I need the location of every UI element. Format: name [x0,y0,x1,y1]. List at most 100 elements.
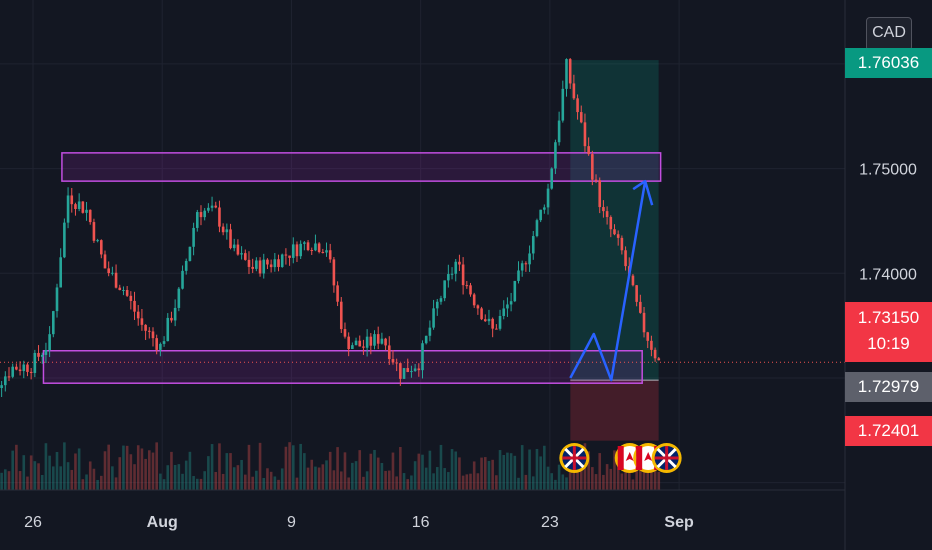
volume-bar [214,472,218,490]
volume-bar [229,453,232,490]
volume-bar [639,467,642,490]
volume-bar [59,466,62,490]
volume-bar [273,476,277,490]
volume-bar [513,455,517,490]
volume-bar [55,451,59,490]
candle-body [554,142,557,169]
candle-body [550,168,554,189]
candle-body [136,311,140,319]
volume-bar [40,474,44,490]
volume-bar [591,467,594,490]
projection-arrowhead [632,179,654,206]
candle-body [92,222,96,241]
y-tick-label: 1.75000 [859,162,917,179]
candle-body [159,343,162,350]
volume-bar [483,457,487,490]
volume-bar [44,443,48,490]
x-tick-label: Aug [147,514,178,531]
volume-bar [387,470,391,490]
grid [0,0,845,490]
volume-bar [417,453,421,490]
candle-body [74,204,77,209]
volume-bar [277,479,280,490]
volume-bar [421,454,424,490]
candle-body [77,201,81,209]
candle-body [624,250,627,267]
candle-body [70,195,74,205]
candle-body [399,363,402,379]
price-axis[interactable]: 1.75000 1.74000 [859,162,917,284]
volume-bar [653,470,657,490]
volume-bar [162,479,166,490]
volume-bar [92,468,96,490]
candle-body [591,154,594,180]
candle-body [502,308,506,316]
volume-bar [181,473,184,490]
candle-body [343,329,347,337]
candle-body [373,334,376,346]
volume-bar [262,478,266,490]
candle-body [579,112,583,123]
candle-body [280,254,284,267]
candle-body [458,261,461,265]
volume-bar [424,467,428,490]
volume-bar [358,450,362,490]
volume-bar [399,446,402,490]
candle-body [243,253,247,260]
volume-bar [657,471,661,490]
volume-bar [96,479,99,490]
volume-bar [332,470,336,490]
volume-bar [557,464,561,490]
target-area [570,60,659,381]
maple-leaf [644,452,653,461]
volume-bar [207,456,210,490]
candle-body [417,368,421,371]
volume-bar [48,455,51,490]
candle-body [37,352,40,357]
volume-bar [118,457,122,490]
candle-body [88,209,92,223]
volume-bar [70,469,74,490]
volume-bar [140,448,144,490]
volume-bar [188,451,192,490]
candle-body [162,341,166,344]
candle-body [491,318,494,329]
volume-bar [587,451,590,490]
candle-body [616,234,620,238]
candle-body [210,205,214,208]
candle-body [639,301,642,313]
volume-bar [369,453,373,490]
volume-bar [476,473,480,490]
volume-bar [413,461,417,490]
entry-price-tag: 1.72979 [845,372,932,402]
volume-bar [487,460,491,490]
currency-label[interactable]: CAD [866,17,912,51]
volume-bar [609,468,613,490]
volume-bar [465,474,469,490]
volume-bar [195,478,199,490]
candle-body [317,243,321,253]
candle-body [365,336,369,348]
candle-body [351,345,354,350]
candle-body [273,259,277,268]
candle-body [251,266,254,269]
candle-body [111,272,114,274]
candle-body [387,345,391,360]
candle-body [284,254,288,256]
volume-bar [251,476,254,490]
time-axis[interactable]: 26 Aug 9 16 23 Sep [24,514,694,531]
candle-body [469,285,472,295]
candle-body [26,364,29,372]
volume-bar [258,442,262,490]
volume-bar [4,469,7,490]
volume-bar [284,446,288,490]
candle-body [328,250,332,260]
candle-body [7,376,11,378]
candle-body [140,318,144,325]
candle-body [29,371,33,373]
volume-bar [111,466,114,490]
candle-body [402,368,406,379]
candle-body [410,371,413,373]
event-markers [559,443,682,473]
